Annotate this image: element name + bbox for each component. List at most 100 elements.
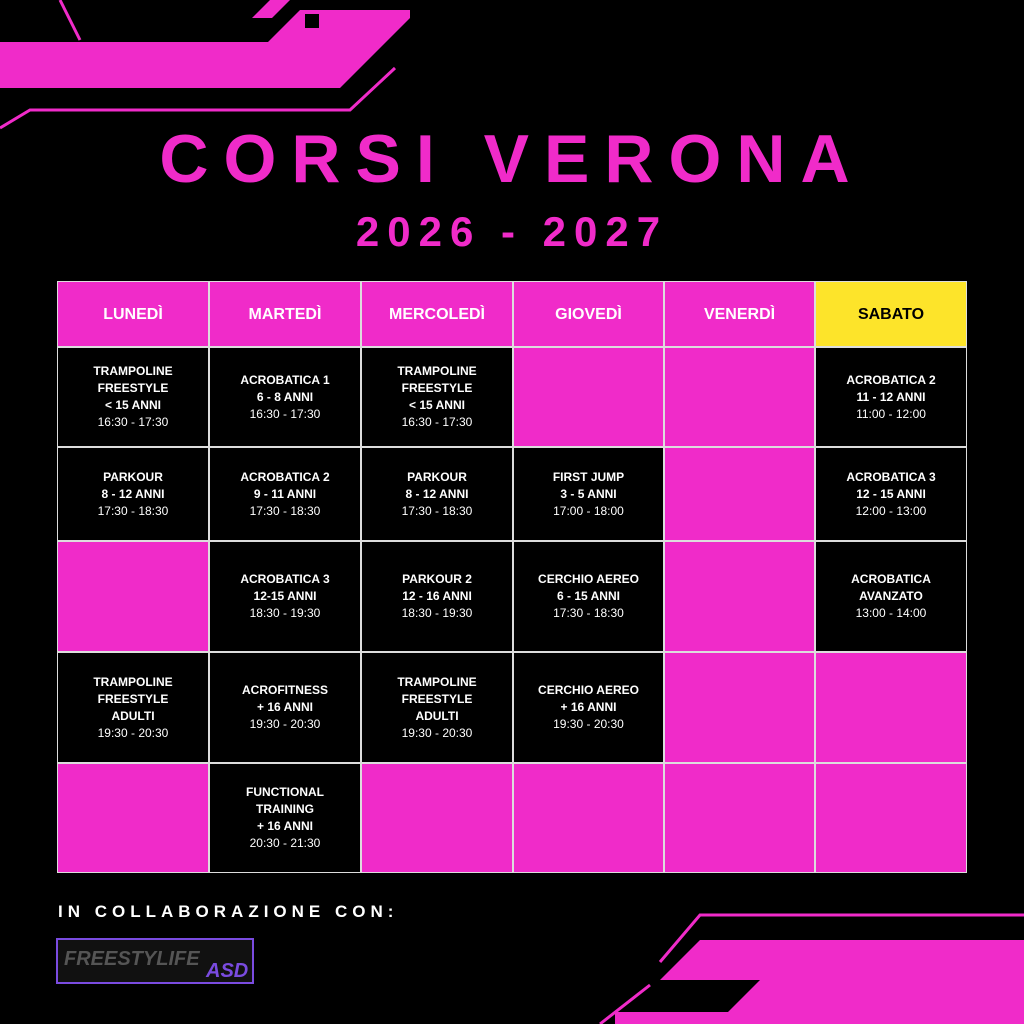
- class-name: TRAINING: [256, 802, 314, 816]
- class-time: 11:00 - 12:00: [856, 406, 926, 421]
- header-cell: SABATO: [815, 281, 967, 347]
- empty-cell: [513, 763, 664, 873]
- class-time: 16:30 - 17:30: [97, 415, 169, 429]
- class-cell: FIRST JUMP 3 - 5 ANNI 17:00 - 18:00: [513, 447, 664, 541]
- class-name: ACROFITNESS: [241, 683, 328, 697]
- corner-square: [305, 14, 319, 28]
- class-time: 17:30 - 18:30: [249, 503, 321, 518]
- class-cell: FUNCTIONAL TRAINING + 16 ANNI 20:30 - 21:30: [209, 763, 361, 873]
- logo: FREESTYLIFE ASD: [56, 938, 254, 984]
- corner-square: [690, 995, 704, 1009]
- corner-line: [0, 66, 397, 130]
- class-time: 13:00 - 14:00: [855, 606, 927, 620]
- class-name: ACROBATICA 3: [846, 469, 936, 484]
- class-time: 17:00 - 18:00: [553, 503, 624, 518]
- class-time: 17:30 - 18:30: [97, 503, 169, 518]
- class-cell: ACROFITNESS + 16 ANNI 19:30 - 20:30: [209, 652, 361, 763]
- class-name: ACROBATICA 2: [846, 372, 936, 387]
- empty-cell: [664, 541, 815, 652]
- header-cell: MERCOLEDÌ: [361, 281, 513, 347]
- empty-cell: [57, 541, 209, 652]
- class-name: FUNCTIONAL: [246, 785, 324, 799]
- class-time: 19:30 - 20:30: [97, 725, 169, 740]
- empty-cell: [815, 652, 967, 763]
- class-name: 8 - 12 ANNI: [405, 486, 469, 501]
- empty-cell: [513, 347, 664, 447]
- header-cell: LUNEDÌ: [57, 281, 209, 347]
- class-cell: ACROBATICA AVANZATO 13:00 - 14:00: [815, 541, 967, 652]
- class-name: FREESTYLE: [401, 381, 473, 395]
- class-time: 20:30 - 21:30: [249, 836, 321, 850]
- title: CORSI VERONA: [159, 121, 865, 197]
- class-name: AVANZATO: [859, 589, 923, 603]
- class-name: < 15 ANNI: [409, 398, 465, 412]
- corner-line: [658, 913, 1024, 963]
- footer-text: IN COLLABORAZIONE CON:: [58, 902, 399, 921]
- class-name: + 16 ANNI: [560, 700, 617, 714]
- class-name: PARKOUR: [407, 469, 467, 484]
- class-name: TRAMPOLINE: [93, 674, 173, 689]
- class-name: 11 - 12 ANNI: [856, 389, 926, 404]
- class-time: 17:30 - 18:30: [553, 606, 624, 620]
- class-name: TRAMPOLINE: [397, 674, 477, 689]
- class-cell: PARKOUR 8 - 12 ANNI 17:30 - 18:30: [57, 447, 209, 541]
- class-cell: TRAMPOLINE FREESTYLE ADULTI 19:30 - 20:30: [57, 652, 209, 763]
- class-name: 9 - 11 ANNI: [253, 486, 317, 501]
- class-cell: PARKOUR 2 12 - 16 ANNI 18:30 - 19:30: [361, 541, 513, 652]
- class-cell: TRAMPOLINE FREESTYLE ADULTI 19:30 - 20:30: [361, 652, 513, 763]
- class-name: ADULTI: [111, 708, 155, 723]
- logo-text: FREESTYLIFE: [64, 948, 200, 970]
- class-time: 19:30 - 20:30: [401, 725, 473, 740]
- header-cell: MARTEDÌ: [209, 281, 361, 347]
- class-time: 18:30 - 19:30: [401, 606, 473, 620]
- empty-cell: [361, 763, 513, 873]
- empty-cell: [664, 763, 815, 873]
- corner-shape: [615, 980, 1024, 1024]
- class-name: + 16 ANNI: [257, 700, 313, 714]
- class-time: 12:00 - 13:00: [855, 503, 927, 518]
- empty-cell: [664, 447, 815, 541]
- empty-cell: [815, 763, 967, 873]
- class-name: PARKOUR: [103, 469, 163, 484]
- class-cell: CERCHIO AEREO 6 - 15 ANNI 17:30 - 18:30: [513, 541, 664, 652]
- class-name: 6 - 8 ANNI: [256, 389, 314, 404]
- corner-shape: [660, 940, 1024, 980]
- class-cell: TRAMPOLINE FREESTYLE < 15 ANNI 16:30 - 17:3…: [57, 347, 209, 447]
- class-cell: ACROBATICA 3 12-15 ANNI 18:30 - 19:30: [209, 541, 361, 652]
- empty-cell: [57, 763, 209, 873]
- class-cell: ACROBATICA 3 12 - 15 ANNI 12:00 - 13:00: [815, 447, 967, 541]
- class-name: ACROBATICA 1: [240, 372, 330, 387]
- class-cell: PARKOUR 8 - 12 ANNI 17:30 - 18:30: [361, 447, 513, 541]
- subtitle: 2026 - 2027: [355, 208, 669, 255]
- class-name: 3 - 5 ANNI: [560, 486, 617, 501]
- class-name: < 15 ANNI: [105, 398, 161, 412]
- class-name: TRAMPOLINE: [397, 364, 477, 378]
- header-cell: GIOVEDÌ: [513, 281, 664, 347]
- class-time: 16:30 - 17:30: [401, 415, 473, 429]
- empty-cell: [664, 347, 815, 447]
- class-cell: TRAMPOLINE FREESTYLE < 15 ANNI 16:30 - 17:3…: [361, 347, 513, 447]
- class-cell: ACROBATICA 2 11 - 12 ANNI 11:00 - 12:00: [815, 347, 967, 447]
- class-time: 19:30 - 20:30: [553, 717, 624, 731]
- class-time: 19:30 - 20:30: [249, 717, 321, 731]
- class-name: 12-15 ANNI: [253, 589, 317, 603]
- class-name: ACROBATICA 3: [240, 572, 330, 586]
- corner-shape: [252, 0, 290, 18]
- corner-shape: [0, 10, 410, 88]
- class-cell: CERCHIO AEREO + 16 ANNI 19:30 - 20:30: [513, 652, 664, 763]
- class-time: 18:30 - 19:30: [249, 606, 321, 620]
- class-name: ACROBATICA 2: [240, 469, 330, 484]
- class-name: FREESTYLE: [401, 691, 473, 706]
- logo-text: ASD: [206, 960, 249, 982]
- class-name: ACROBATICA: [851, 572, 931, 586]
- class-name: 12 - 15 ANNI: [856, 486, 926, 501]
- class-name: FREESTYLE: [97, 691, 169, 706]
- header-cell: VENERDÌ: [664, 281, 815, 347]
- class-cell: ACROBATICA 1 6 - 8 ANNI 16:30 - 17:30: [209, 347, 361, 447]
- class-name: FIRST JUMP: [552, 469, 625, 484]
- class-name: PARKOUR 2: [402, 572, 472, 586]
- corner-line: [58, 0, 82, 41]
- class-name: 12 - 16 ANNI: [402, 589, 472, 603]
